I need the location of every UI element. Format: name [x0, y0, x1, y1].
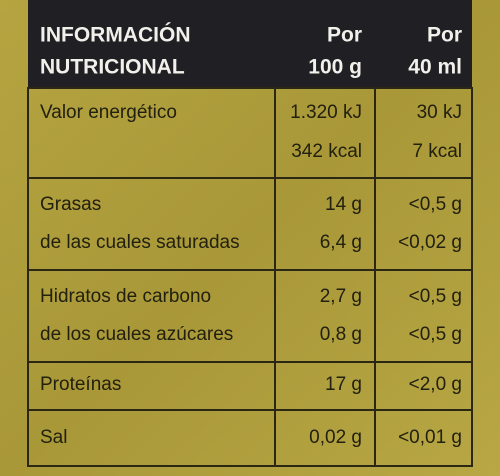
- column-header: 100 g: [308, 56, 362, 79]
- nutrient-value: <0,5 g: [409, 286, 462, 307]
- column-header: 40 ml: [408, 56, 462, 79]
- nutrient-value: 0,8 g: [320, 324, 362, 345]
- nutrient-value: 1.320 kJ: [290, 102, 362, 123]
- nutrient-name: Grasas: [40, 194, 101, 215]
- nutrient-value: 2,7 g: [320, 286, 362, 307]
- table-frame: [27, 87, 473, 467]
- nutrient-value: 0,02 g: [309, 427, 362, 448]
- nutrient-value: <0,5 g: [409, 194, 462, 215]
- nutrient-value: 342 kcal: [291, 141, 362, 162]
- nutrient-name: Proteínas: [40, 374, 121, 395]
- nutrient-value: <2,0 g: [409, 374, 462, 395]
- column-header: Por: [427, 24, 462, 47]
- nutrient-name: de los cuales azúcares: [40, 324, 233, 345]
- nutrient-value: 30 kJ: [417, 102, 462, 123]
- nutrient-value: <0,02 g: [398, 232, 462, 253]
- nutrient-name: de las cuales saturadas: [40, 232, 240, 253]
- nutrient-value: 17 g: [325, 374, 362, 395]
- nutrient-name: Valor energético: [40, 102, 177, 123]
- nutrient-name: Hidratos de carbono: [40, 286, 211, 307]
- column-header: Por: [327, 24, 362, 47]
- header-title: INFORMACIÓN: [40, 23, 191, 47]
- header-title: NUTRICIONAL: [40, 56, 185, 79]
- header-band: [28, 0, 472, 88]
- nutrient-value: 14 g: [325, 194, 362, 215]
- nutrient-value: <0,5 g: [409, 324, 462, 345]
- nutrient-value: <0,01 g: [398, 427, 462, 448]
- nutrient-name: Sal: [40, 427, 67, 448]
- nutrient-value: 7 kcal: [412, 141, 462, 162]
- nutrient-value: 6,4 g: [320, 232, 362, 253]
